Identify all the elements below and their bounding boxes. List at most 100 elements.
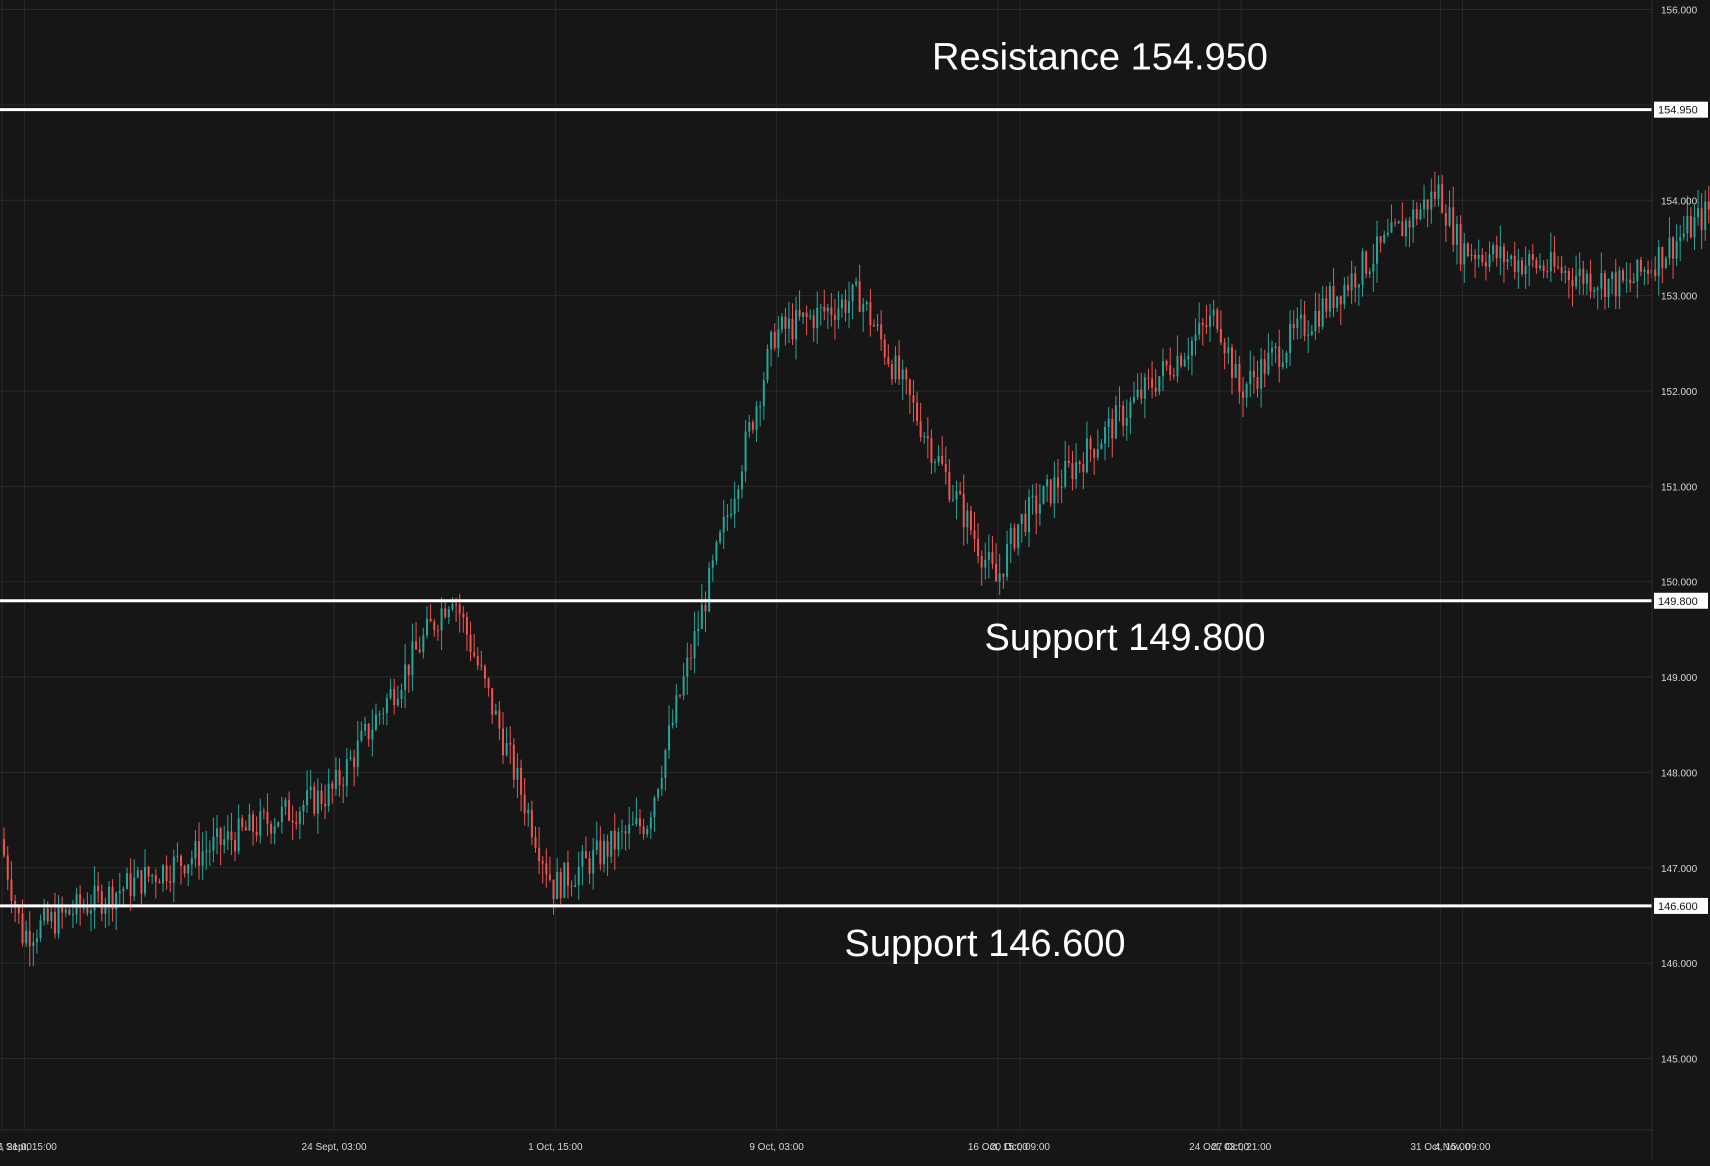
candle-body (1621, 270, 1624, 281)
candle-body (869, 302, 872, 326)
candle-body (104, 905, 107, 914)
candle-body (635, 818, 638, 825)
candle-body (1502, 246, 1505, 263)
candle-body (1499, 246, 1502, 259)
candle-body (378, 713, 381, 715)
candle-body (737, 489, 740, 499)
candle-body (1593, 289, 1596, 292)
candle-body (491, 688, 494, 715)
candle-body (295, 822, 298, 824)
candle-body (1078, 461, 1081, 465)
candle-body (1176, 355, 1179, 377)
candle-body (389, 689, 392, 699)
candle-body (194, 841, 197, 859)
candle-body (1234, 363, 1237, 378)
candle-body (1190, 340, 1193, 356)
candle-body (465, 617, 468, 635)
candle-body (1682, 233, 1685, 238)
x-tick-label: 20 Oct, 09:00 (990, 1142, 1050, 1153)
candle-body (1542, 265, 1545, 272)
candle-body (306, 790, 309, 806)
candle-body (1426, 199, 1429, 210)
candle-body (1169, 365, 1172, 375)
candle-body (1285, 352, 1288, 363)
candle-body (570, 885, 573, 887)
candle-body (1336, 296, 1339, 308)
candle-body (1310, 331, 1313, 335)
candle-body (158, 881, 161, 884)
candle-body (338, 770, 341, 785)
candle-body (1107, 418, 1110, 427)
candle-body (905, 369, 908, 380)
candle-body (509, 742, 512, 745)
candle-body (1321, 298, 1324, 327)
candle-body (349, 757, 352, 760)
candle-body (693, 631, 696, 659)
candle-body (1154, 387, 1157, 392)
candle-body (1423, 199, 1426, 210)
candle-body (620, 831, 623, 833)
candle-body (1614, 272, 1617, 297)
candle-body (1318, 310, 1321, 327)
candle-body (28, 930, 31, 947)
candle-body (1133, 397, 1136, 402)
candle-body (538, 847, 541, 862)
candle-body (201, 851, 204, 866)
candle-body (653, 797, 656, 818)
candle-body (1096, 449, 1099, 458)
candle-body (1274, 346, 1277, 349)
candle-body (740, 471, 743, 490)
candle-body (418, 649, 421, 653)
candle-body (1278, 346, 1281, 368)
candle-body (686, 657, 689, 677)
candle-body (1013, 528, 1016, 549)
candle-body (700, 604, 703, 630)
candle-body (455, 604, 458, 606)
candle-body (1700, 208, 1703, 230)
y-axis[interactable]: 156.000155.000154.000153.000152.000151.0… (1651, 0, 1708, 1161)
candle-body (68, 909, 71, 915)
candle-body (592, 849, 595, 874)
candle-body (1707, 201, 1710, 210)
candle-body (1693, 217, 1696, 238)
candle-body (1046, 479, 1049, 487)
candle-body (1704, 201, 1707, 230)
candle-body (678, 695, 681, 697)
candle-body (628, 824, 631, 834)
candle-body (447, 609, 450, 618)
candle-body (429, 618, 432, 622)
x-tick-label: 16 Oct, 15:00 (968, 1142, 1028, 1153)
candle-body (356, 740, 359, 768)
candle-body (302, 805, 305, 812)
candle-body (46, 908, 49, 922)
candle-body (43, 908, 46, 921)
level-label: Support 149.800 (984, 617, 1265, 659)
candle-body (244, 827, 247, 831)
candle-body (1697, 208, 1700, 218)
candle-body (122, 888, 125, 892)
candle-body (1038, 504, 1041, 514)
candle-body (473, 652, 476, 656)
candle-body (722, 516, 725, 533)
candle-body (894, 355, 897, 380)
candle-body (762, 380, 765, 406)
candle-body (830, 307, 833, 316)
candle-body (559, 871, 562, 898)
candle-body (530, 809, 533, 838)
candle-body (1289, 323, 1292, 353)
candle-body (548, 874, 551, 880)
candle-body (908, 379, 911, 396)
candle-body (1067, 460, 1070, 463)
grid (0, 0, 1652, 1130)
candle-body (480, 665, 483, 667)
candle-body (577, 866, 580, 886)
candle-body (407, 664, 410, 676)
candle-body (675, 695, 678, 723)
candle-body (505, 742, 508, 756)
candle-body (1361, 251, 1364, 285)
candle-body (1303, 314, 1306, 336)
candle-body (610, 830, 613, 857)
